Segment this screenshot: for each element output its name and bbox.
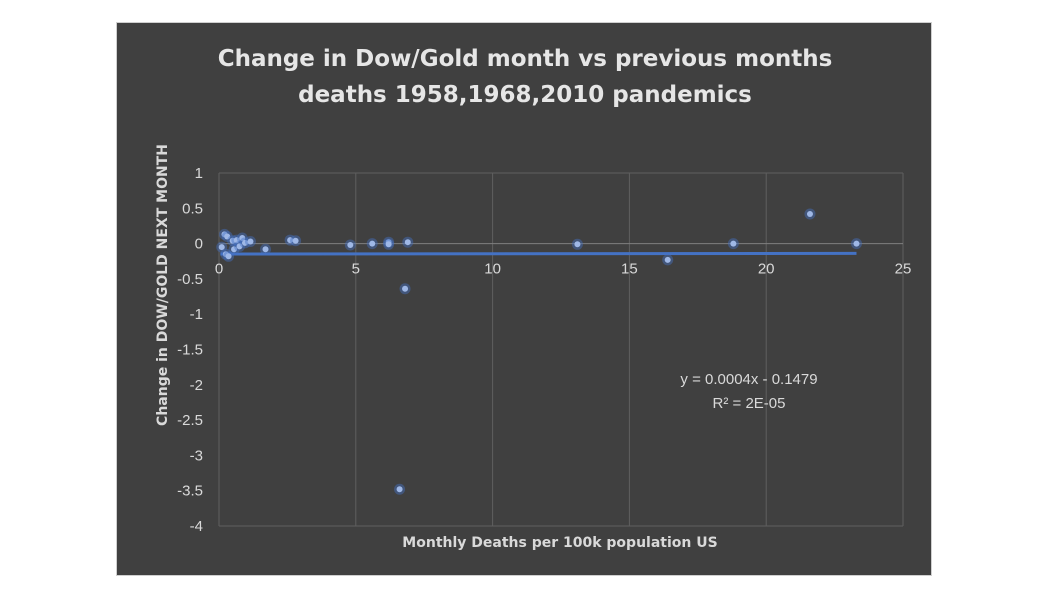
- y-tick-label: -2: [190, 377, 203, 394]
- y-tick-label: -0.5: [177, 271, 203, 288]
- data-point: [218, 244, 225, 251]
- trendline-equation: y = 0.0004x - 0.1479: [680, 371, 817, 388]
- trendline-r-squared: R² = 2E-05: [713, 395, 786, 412]
- data-point: [396, 486, 403, 493]
- x-tick-label: 0: [215, 261, 223, 278]
- data-point: [236, 243, 243, 250]
- chart-title-line-1: Change in Dow/Gold month vs previous mon…: [217, 46, 833, 72]
- chart-title-line-2: deaths 1958,1968,2010 pandemics: [298, 82, 752, 108]
- data-points: [216, 208, 862, 495]
- data-point: [853, 240, 860, 247]
- data-point: [225, 253, 232, 260]
- x-tick-label: 5: [352, 261, 360, 278]
- chart-title: Change in Dow/Gold month vs previous mon…: [117, 41, 933, 113]
- data-point: [233, 237, 240, 244]
- y-tick-label: 0.5: [182, 200, 203, 217]
- y-tick-label: -3: [190, 447, 203, 464]
- data-point: [239, 234, 246, 241]
- tick-labels: 0 5 10 15 20 25 1 0.5 0 -0.5 -1 -1.5 -2 -2.5 -3 -3.5 -4: [177, 165, 911, 535]
- data-point: [385, 241, 392, 248]
- data-point: [241, 239, 248, 246]
- data-point: [574, 241, 581, 248]
- data-point: [806, 210, 813, 217]
- y-tick-label: -1: [190, 306, 203, 323]
- data-point: [231, 246, 238, 253]
- data-point: [369, 240, 376, 247]
- x-tick-label: 10: [484, 261, 501, 278]
- x-tick-label: 20: [758, 261, 775, 278]
- y-tick-label: -2.5: [177, 412, 203, 429]
- grid-lines: [218, 172, 904, 527]
- x-tick-label: 25: [895, 261, 912, 278]
- y-axis-title: Change in DOW/GOLD NEXT MONTH: [155, 144, 171, 426]
- y-tick-label: -4: [190, 518, 203, 535]
- scatter-plot: 0 5 10 15 20 2510.50-0.5-1-1.5-2-2.5-3-3.5-4 …: [155, 144, 911, 551]
- data-point: [224, 233, 231, 240]
- x-axis-title: Monthly Deaths per 100k population US: [402, 535, 717, 551]
- chart-area: Change in Dow/Gold month vs previous mon…: [116, 22, 932, 576]
- x-tick-label: 15: [621, 261, 638, 278]
- data-point: [347, 242, 354, 249]
- data-point: [404, 239, 411, 246]
- data-point: [262, 246, 269, 253]
- y-tick-label: -3.5: [177, 483, 203, 500]
- y-tick-label: -1.5: [177, 342, 203, 359]
- data-point: [247, 238, 254, 245]
- trendline-layer: [220, 251, 857, 256]
- data-point: [402, 285, 409, 292]
- data-point: [730, 240, 737, 247]
- data-point: [287, 237, 294, 244]
- y-tick-label: 1: [195, 165, 203, 182]
- data-point: [292, 237, 299, 244]
- y-tick-label: 0: [195, 236, 203, 253]
- linear-trendline: [220, 251, 857, 256]
- data-point: [664, 256, 671, 263]
